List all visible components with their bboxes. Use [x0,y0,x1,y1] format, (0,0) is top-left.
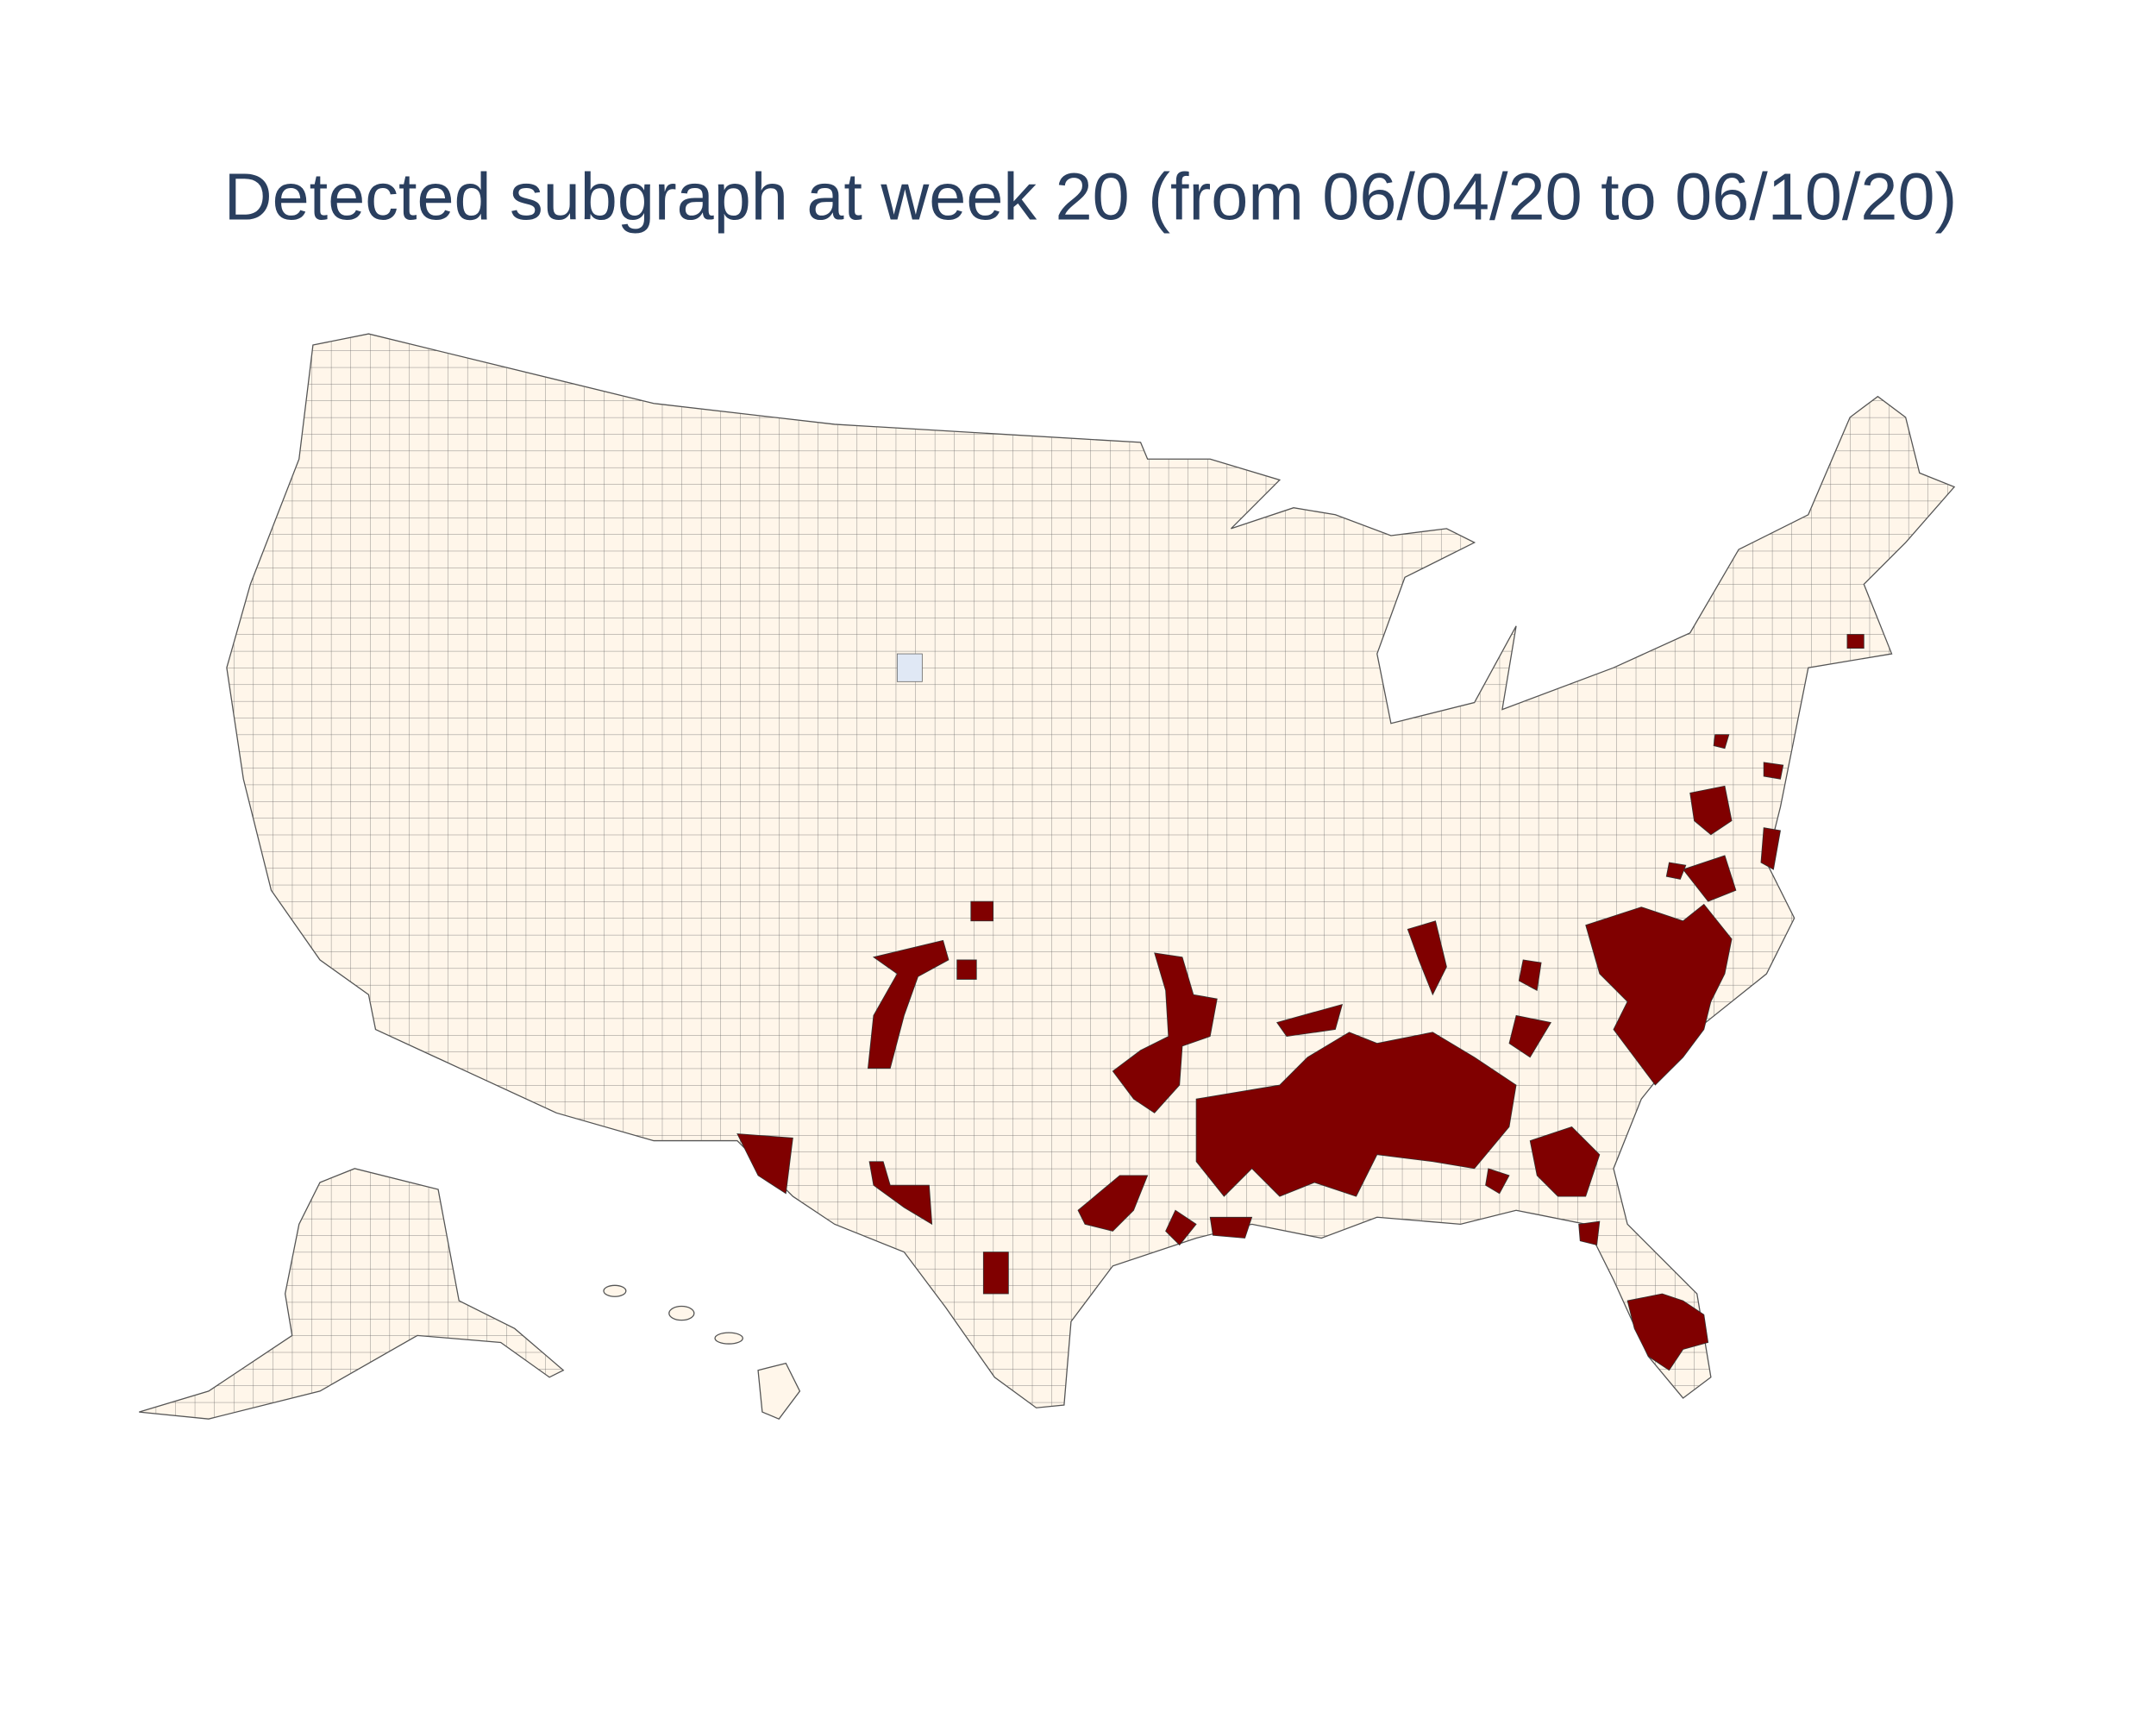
missing-county [896,653,923,682]
chart-title: Detected subgraph at week 20 (from 06/04… [224,160,1958,234]
hawaii [603,1284,801,1420]
detected-counties [736,634,1865,1371]
map [139,333,1955,1420]
county-borders [139,334,1955,1420]
